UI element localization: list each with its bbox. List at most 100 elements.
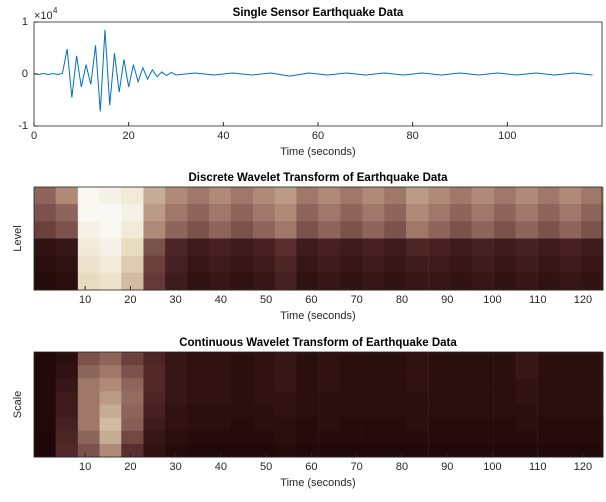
heat-cell — [77, 443, 101, 458]
heat-cell — [515, 221, 538, 239]
heat-cell — [471, 255, 494, 274]
heat-cell — [209, 352, 232, 366]
heat-cell — [230, 272, 254, 291]
y-axis-label: Scale — [12, 391, 24, 419]
heat-cell — [581, 187, 604, 205]
heat-cell — [209, 378, 232, 392]
heat-cell — [121, 391, 144, 405]
heat-cell — [515, 378, 538, 392]
heat-cell — [77, 404, 101, 419]
heat-cell — [187, 417, 210, 432]
heat-cell — [55, 255, 79, 274]
heat-cell — [515, 255, 538, 274]
heat-cell — [99, 221, 122, 239]
heat-cell — [143, 255, 166, 274]
heat-cell — [252, 430, 276, 445]
heat-cell — [405, 378, 429, 392]
heat-cell — [515, 417, 538, 432]
heat-cell — [384, 443, 407, 458]
heat-cell — [537, 238, 561, 257]
heat-cell — [187, 391, 210, 405]
heat-cell — [209, 430, 232, 445]
heat-cell — [99, 378, 122, 392]
heat-cell — [318, 430, 341, 445]
heat-cell — [471, 187, 494, 205]
heat-cell — [559, 187, 582, 205]
heat-cell — [384, 430, 407, 445]
heat-cell — [471, 430, 494, 445]
heat-cell — [559, 391, 582, 405]
heat-cell — [77, 417, 101, 432]
heat-cell — [493, 430, 517, 445]
heat-cell — [165, 238, 188, 257]
heat-cell — [121, 221, 144, 239]
heat-cell — [165, 404, 188, 419]
heat-cell — [449, 391, 473, 405]
heat-cell — [143, 238, 166, 257]
heat-cell — [55, 365, 79, 379]
heat-cell — [471, 365, 494, 379]
heat-cell — [55, 378, 79, 392]
axes-box — [33, 186, 603, 291]
x-axis-label: Time (seconds) — [280, 477, 355, 489]
heat-cell — [340, 221, 363, 239]
heat-cell — [581, 378, 604, 392]
heat-cell — [362, 221, 385, 239]
heat-cell — [99, 391, 122, 405]
heat-cell — [428, 221, 451, 239]
heat-cell — [340, 443, 363, 458]
heat-cell — [581, 352, 604, 366]
heat-cell — [559, 221, 582, 239]
heat-cell — [274, 255, 298, 274]
heat-cell — [77, 352, 101, 366]
heat-cell — [515, 352, 538, 366]
heat-cell — [187, 352, 210, 366]
heat-cell — [362, 430, 385, 445]
heat-cell — [428, 238, 451, 257]
heat-cell — [209, 187, 232, 205]
heat-cell — [187, 238, 210, 257]
heat-cell — [340, 238, 363, 257]
x-tick-label: 80 — [396, 461, 408, 473]
heat-cell — [559, 255, 582, 274]
heat-cell — [515, 238, 538, 257]
heat-cell — [230, 417, 254, 432]
heat-cell — [165, 365, 188, 379]
x-tick-label: 30 — [170, 461, 182, 473]
heat-cell — [77, 272, 101, 291]
heat-cell — [581, 204, 604, 222]
heat-cell — [252, 391, 276, 405]
heat-cell — [274, 352, 298, 366]
heat-cell — [209, 255, 232, 274]
heat-cell — [340, 204, 363, 222]
heat-cell — [209, 365, 232, 379]
heat-cell — [296, 417, 319, 432]
heat-cell — [428, 272, 451, 291]
y-axis-label: Level — [12, 225, 24, 251]
heat-cell — [230, 352, 254, 366]
heat-cell — [296, 204, 319, 222]
heat-cell — [99, 204, 122, 222]
heat-cell — [274, 378, 298, 392]
heat-cell — [143, 417, 166, 432]
heat-cell — [143, 430, 166, 445]
heat-cell — [99, 443, 122, 458]
heat-cell — [559, 404, 582, 419]
heat-cell — [143, 352, 166, 366]
heat-cell — [187, 272, 210, 291]
heat-cell — [165, 378, 188, 392]
heat-cell — [318, 378, 341, 392]
heat-cell — [581, 238, 604, 257]
heat-cell — [581, 430, 604, 445]
heat-cell — [428, 417, 451, 432]
heat-cell — [121, 255, 144, 274]
heat-cell — [121, 378, 144, 392]
heat-cell — [55, 430, 79, 445]
heat-cell — [384, 417, 407, 432]
heat-cell — [77, 238, 101, 257]
heat-cell — [165, 272, 188, 291]
heat-cell — [274, 365, 298, 379]
chart-title: Continuous Wavelet Transform of Earthqua… — [179, 337, 457, 349]
x-axis-label: Time (seconds) — [280, 146, 355, 158]
